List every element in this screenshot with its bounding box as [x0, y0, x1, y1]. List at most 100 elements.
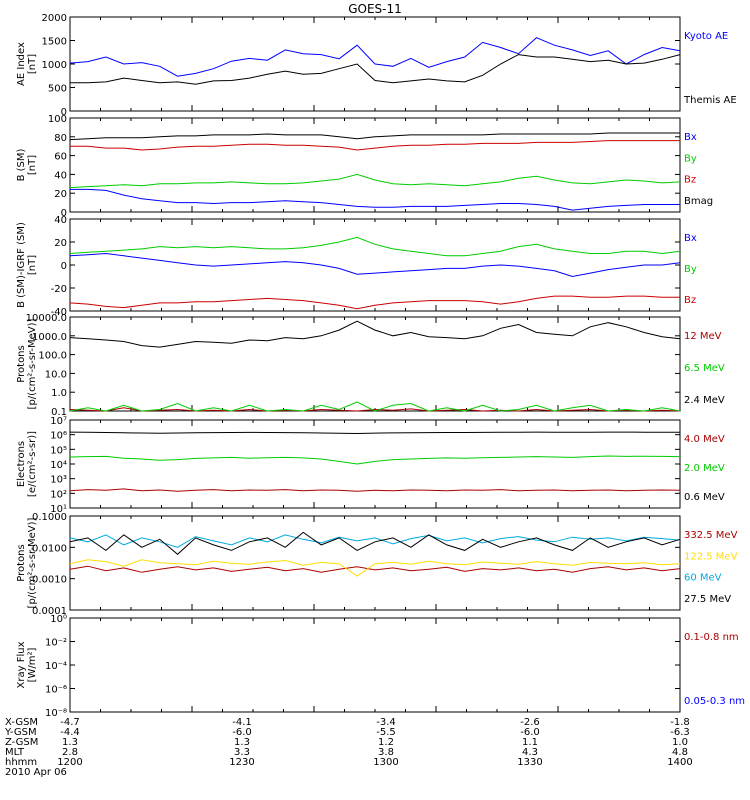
- footer-value: 1.3: [62, 737, 78, 748]
- series-line: [70, 54, 681, 85]
- footer-value: 2.8: [62, 747, 78, 758]
- footer-value: 1.2: [378, 737, 394, 748]
- legend-kyoto-ae: Kyoto AE: [684, 31, 728, 42]
- y-tick-label: 0.0010: [32, 575, 67, 586]
- y-axis-label: B (SM)[nT]: [16, 148, 38, 181]
- y-tick-label: 80: [54, 133, 67, 144]
- footer-value: -6.0: [232, 727, 252, 738]
- series-line: [69, 132, 680, 141]
- y-tick-label: -40: [51, 307, 67, 318]
- legend-bx: Bx: [684, 233, 697, 244]
- legend-2-4-mev: 2.4 MeV: [684, 395, 725, 406]
- series-line: [69, 252, 681, 278]
- legend-0-1-0-8-nm: 0.1-0.8 nm: [684, 632, 739, 643]
- y-tick-label: 10¹: [50, 504, 67, 515]
- y-tick-label: 100.0: [38, 351, 67, 362]
- legend-2-0-mev: 2.0 MeV: [684, 463, 725, 474]
- y-tick-label: 10³: [50, 475, 67, 486]
- legend-332-5-mev: 332.5 MeV: [684, 530, 738, 541]
- y-tick-label: 0: [61, 107, 67, 118]
- series-line: [69, 534, 681, 548]
- series-line: [69, 320, 681, 348]
- y-tick-label: 1.0: [51, 388, 67, 399]
- footer-value: -5.5: [376, 727, 396, 738]
- series-line: [69, 37, 681, 77]
- footer-value: 3.8: [378, 747, 394, 758]
- legend-bz: Bz: [684, 175, 696, 186]
- series-line: [70, 140, 680, 151]
- plot-title: GOES-11: [348, 2, 402, 16]
- footer-row-label: MLT: [5, 747, 24, 758]
- y-tick-label: 10⁻⁴: [45, 661, 67, 672]
- y-axis-label: Protons[p/(cm²-s-sr-MeV)]: [16, 318, 38, 409]
- y-tick-label: 1000.0: [32, 332, 67, 343]
- y-axis-label: Electrons[e/(cm²-s-sr)]: [16, 431, 38, 497]
- y-tick-label: 2000: [42, 13, 67, 24]
- y-axis-label: Xray Flux[W/m²]: [16, 641, 38, 688]
- y-axis-label: Protons[p/(cm²-s-sr-MeV)]: [16, 517, 38, 608]
- legend-60-mev: 60 MeV: [684, 573, 722, 584]
- y-tick-label: 20: [54, 189, 67, 200]
- footer-value: -1.8: [670, 717, 690, 728]
- footer-value: -6.3: [670, 727, 690, 738]
- footer-value: 1.0: [672, 737, 688, 748]
- legend-0-05-0-3-nm: 0.05-0.3 nm: [684, 696, 745, 707]
- panel-frame: [69, 117, 681, 213]
- y-axis-label: AE Index[nT]: [16, 42, 38, 86]
- legend-bmag: Bmag: [684, 196, 713, 207]
- footer-value: 1230: [229, 757, 255, 768]
- y-tick-label: -20: [51, 284, 67, 295]
- footer-value: -6.0: [520, 727, 540, 738]
- y-tick-label: 10⁻⁶: [45, 685, 67, 696]
- y-tick-label: 10000.0: [26, 313, 67, 324]
- legend-27-5-mev: 27.5 MeV: [684, 594, 731, 605]
- footer-value: -4.1: [232, 717, 252, 728]
- y-axis-label: B (SM)-IGRF (SM)[nT]: [16, 222, 38, 308]
- legend-by: By: [684, 264, 697, 275]
- footer-row-label: Z-GSM: [5, 737, 39, 748]
- legend-by: By: [684, 153, 697, 164]
- legend-4-0-mev: 4.0 MeV: [684, 434, 725, 445]
- legend-bz: Bz: [684, 295, 696, 306]
- y-tick-label: 10²: [50, 489, 67, 500]
- y-tick-label: 0.1: [51, 407, 67, 418]
- series-line: [69, 431, 680, 435]
- series-line: [69, 295, 680, 310]
- footer-value: 1330: [517, 757, 543, 768]
- y-tick-label: 10⁴: [50, 460, 67, 471]
- footer-value: 4.3: [522, 747, 538, 758]
- footer-value: -4.7: [60, 717, 80, 728]
- panel-frame: [69, 316, 681, 412]
- y-tick-label: 10⁻⁸: [45, 708, 67, 719]
- series-line: [70, 188, 680, 211]
- series-line: [69, 401, 681, 412]
- legend-bx: Bx: [684, 132, 697, 143]
- panel-frame: [69, 617, 681, 713]
- footer-value: 4.8: [672, 747, 688, 758]
- y-tick-label: 40: [54, 215, 67, 226]
- y-tick-label: 20: [54, 238, 67, 249]
- footer-date: 2010 Apr 06: [5, 767, 67, 778]
- y-tick-label: 0: [61, 261, 67, 272]
- footer-value: -2.6: [520, 717, 540, 728]
- series-line: [69, 565, 681, 573]
- y-tick-label: 0.0001: [32, 606, 67, 617]
- legend-themis-ae: Themis AE: [683, 95, 737, 106]
- legend-0-6-mev: 0.6 MeV: [684, 492, 725, 503]
- y-tick-label: 500: [48, 84, 67, 95]
- series-line: [69, 455, 681, 465]
- y-tick-label: 10⁶: [50, 431, 67, 442]
- y-tick-label: 10⁷: [50, 416, 67, 427]
- footer-value: 3.3: [234, 747, 250, 758]
- series-line: [69, 531, 681, 555]
- y-tick-label: 60: [54, 152, 67, 163]
- footer-value: -4.4: [60, 727, 80, 738]
- footer-row-label: Y-GSM: [5, 727, 37, 738]
- legend-12-mev: 12 MeV: [684, 331, 722, 342]
- footer-value: -3.4: [376, 717, 396, 728]
- footer-row-label: hhmm: [5, 757, 38, 768]
- y-tick-label: 10⁰: [50, 614, 67, 625]
- y-tick-label: 1000: [42, 60, 67, 71]
- series-line: [69, 559, 681, 577]
